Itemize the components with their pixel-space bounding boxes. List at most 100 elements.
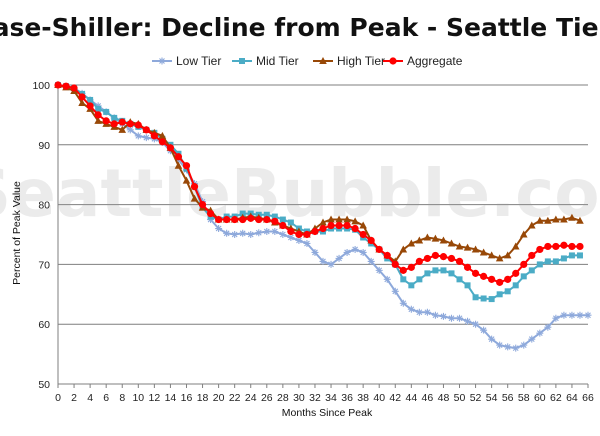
point-low-tier <box>447 314 455 322</box>
point-mid-tier <box>512 282 519 289</box>
point-aggregate <box>423 254 431 263</box>
point-low-tier <box>327 260 335 268</box>
series-low-tier <box>54 81 592 352</box>
point-low-tier <box>584 311 592 319</box>
point-aggregate <box>255 215 263 224</box>
point-mid-tier <box>408 282 415 289</box>
x-tick-label: 2 <box>71 392 77 404</box>
point-mid-tier <box>480 295 487 302</box>
point-high-tier <box>399 245 408 253</box>
legend-marker <box>158 57 166 65</box>
point-high-tier <box>503 251 512 259</box>
point-low-tier <box>255 229 263 237</box>
point-low-tier <box>359 248 367 256</box>
point-aggregate <box>311 227 319 236</box>
point-aggregate <box>383 251 391 260</box>
point-aggregate <box>150 132 158 140</box>
point-high-tier <box>335 215 343 223</box>
point-high-tier <box>527 221 536 229</box>
point-low-tier <box>552 314 560 322</box>
point-aggregate <box>279 221 287 230</box>
x-tick-label: 24 <box>245 392 257 404</box>
point-aggregate <box>303 230 311 239</box>
point-low-tier <box>536 329 544 337</box>
point-aggregate <box>231 215 239 224</box>
point-mid-tier <box>239 210 246 217</box>
point-low-tier <box>431 311 439 319</box>
point-aggregate <box>343 221 351 230</box>
x-tick-label: 50 <box>454 392 466 404</box>
point-high-tier <box>447 239 456 247</box>
x-tick-label: 66 <box>582 392 594 404</box>
point-aggregate <box>78 93 86 101</box>
axes <box>57 85 589 388</box>
point-high-tier <box>319 218 327 226</box>
point-low-tier <box>456 314 464 322</box>
point-aggregate <box>431 251 440 260</box>
point-low-tier <box>512 344 520 352</box>
point-aggregate <box>415 257 423 266</box>
point-aggregate <box>544 242 552 251</box>
legend-item-aggregate: Aggregate <box>383 54 463 68</box>
legend-item-mid-tier: Mid Tier <box>232 54 299 68</box>
point-aggregate <box>126 120 134 128</box>
point-mid-tier <box>456 276 463 283</box>
point-aggregate <box>471 269 480 277</box>
point-mid-tier <box>103 108 110 115</box>
x-tick-label: 18 <box>197 392 209 404</box>
point-aggregate <box>439 253 448 261</box>
point-aggregate <box>134 121 142 129</box>
point-low-tier <box>423 308 431 316</box>
point-high-tier <box>359 221 367 229</box>
point-aggregate <box>206 209 215 218</box>
point-low-tier <box>295 236 303 244</box>
y-tick-label: 80 <box>38 200 50 212</box>
point-low-tier <box>126 126 134 134</box>
point-low-tier <box>311 248 319 256</box>
point-low-tier <box>407 305 415 313</box>
point-aggregate <box>447 254 456 263</box>
point-aggregate <box>480 272 488 280</box>
point-high-tier <box>519 230 528 238</box>
x-tick-label: 0 <box>55 392 61 404</box>
y-axis-label: Percent of Peak Value <box>11 181 23 285</box>
point-low-tier <box>231 231 239 238</box>
x-tick-label: 16 <box>181 392 193 404</box>
point-mid-tier <box>496 291 503 298</box>
point-mid-tier <box>287 219 294 226</box>
x-tick-label: 14 <box>165 392 177 404</box>
point-low-tier <box>263 228 271 236</box>
point-aggregate <box>94 111 102 119</box>
point-high-tier <box>560 215 568 223</box>
y-tick-label: 100 <box>32 80 50 92</box>
chart-title: Case-Shiller: Decline from Peak - Seattl… <box>0 13 600 42</box>
point-low-tier <box>528 335 536 343</box>
point-low-tier <box>391 287 399 295</box>
point-low-tier <box>568 311 576 319</box>
point-aggregate <box>576 242 584 251</box>
point-aggregate <box>327 221 335 230</box>
point-high-tier <box>479 248 488 256</box>
point-mid-tier <box>432 267 439 274</box>
point-low-tier <box>496 341 504 349</box>
point-low-tier <box>576 311 584 319</box>
x-tick-label: 54 <box>486 392 498 404</box>
point-low-tier <box>544 323 552 331</box>
point-high-tier <box>511 242 520 250</box>
point-mid-tier <box>440 267 447 274</box>
point-aggregate <box>335 221 343 230</box>
legend-label: Mid Tier <box>256 54 299 68</box>
point-high-tier <box>536 216 544 224</box>
point-high-tier <box>552 215 560 223</box>
point-aggregate <box>223 215 231 224</box>
x-tick-label: 30 <box>293 392 305 404</box>
point-low-tier <box>480 326 488 334</box>
x-tick-label: 6 <box>103 392 109 404</box>
x-tick-label: 8 <box>119 392 125 404</box>
point-high-tier <box>439 236 448 244</box>
series-aggregate <box>54 81 584 286</box>
point-low-tier <box>335 254 343 262</box>
y-tick-label: 60 <box>38 319 50 331</box>
